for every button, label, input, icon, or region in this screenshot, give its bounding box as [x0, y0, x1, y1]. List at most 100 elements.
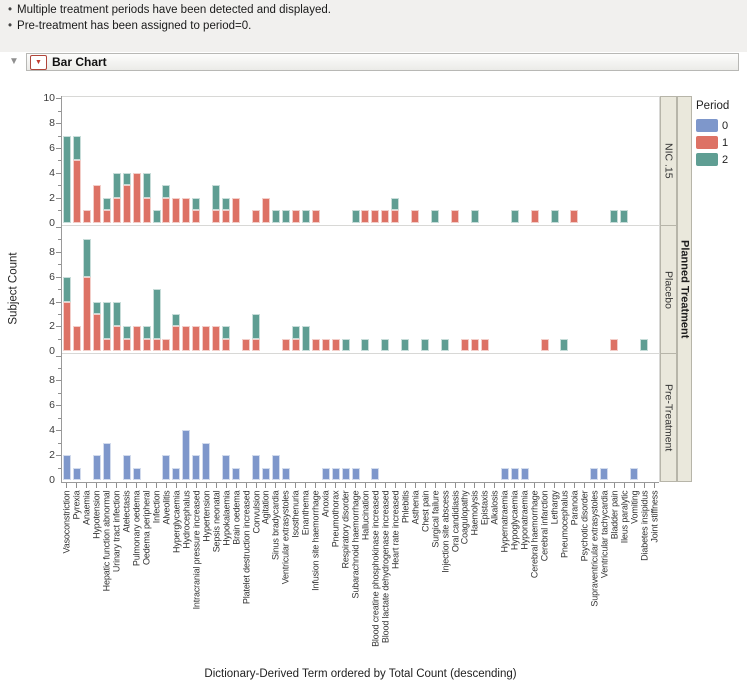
bar-segment[interactable] — [112, 326, 121, 352]
bar-segment[interactable] — [72, 160, 81, 223]
bar-segment[interactable] — [510, 467, 519, 480]
bar-segment[interactable] — [172, 467, 181, 480]
bar-segment[interactable] — [172, 326, 181, 352]
bar-segment[interactable] — [102, 197, 111, 211]
bar-segment[interactable] — [82, 239, 91, 277]
bar-segment[interactable] — [132, 172, 141, 223]
bar-segment[interactable] — [102, 301, 111, 339]
bar-segment[interactable] — [460, 338, 469, 352]
bar-segment[interactable] — [92, 455, 101, 480]
bar-segment[interactable] — [451, 210, 460, 223]
bar-segment[interactable] — [381, 338, 390, 352]
bar-segment[interactable] — [480, 338, 489, 352]
bar-segment[interactable] — [82, 276, 91, 352]
bar-segment[interactable] — [172, 197, 181, 223]
bar-segment[interactable] — [192, 455, 201, 480]
bar-segment[interactable] — [470, 338, 479, 352]
bar-segment[interactable] — [182, 326, 191, 352]
legend-swatch-period-1[interactable] — [696, 136, 718, 149]
bar-segment[interactable] — [222, 326, 231, 339]
bar-segment[interactable] — [92, 301, 101, 314]
bar-segment[interactable] — [72, 135, 81, 161]
bar-segment[interactable] — [311, 338, 320, 352]
bar-segment[interactable] — [301, 210, 310, 223]
bar-segment[interactable] — [261, 197, 270, 223]
bar-segment[interactable] — [132, 467, 141, 480]
legend-swatch-period-0[interactable] — [696, 119, 718, 132]
bar-segment[interactable] — [301, 326, 310, 352]
bar-segment[interactable] — [212, 210, 221, 223]
bar-segment[interactable] — [500, 467, 509, 480]
bar-segment[interactable] — [162, 455, 171, 480]
bar-segment[interactable] — [291, 210, 300, 223]
bar-segment[interactable] — [321, 467, 330, 480]
bar-segment[interactable] — [351, 210, 360, 223]
bar-segment[interactable] — [112, 301, 121, 327]
bar-segment[interactable] — [142, 338, 151, 352]
bar-segment[interactable] — [102, 442, 111, 480]
bar-segment[interactable] — [570, 210, 579, 223]
bar-segment[interactable] — [640, 338, 649, 352]
bar-segment[interactable] — [361, 338, 370, 352]
bar-segment[interactable] — [212, 185, 221, 211]
bar-segment[interactable] — [391, 197, 400, 211]
bar-segment[interactable] — [371, 467, 380, 480]
legend-swatch-period-2[interactable] — [696, 153, 718, 166]
bar-segment[interactable] — [112, 197, 121, 223]
bar-segment[interactable] — [252, 313, 261, 339]
bar-segment[interactable] — [560, 338, 569, 352]
bar-segment[interactable] — [341, 338, 350, 352]
bar-segment[interactable] — [600, 467, 609, 480]
bar-segment[interactable] — [222, 210, 231, 223]
bar-segment[interactable] — [391, 210, 400, 223]
bar-segment[interactable] — [102, 210, 111, 223]
bar-segment[interactable] — [271, 455, 280, 480]
bar-segment[interactable] — [252, 455, 261, 480]
red-triangle-menu-button[interactable]: ▼ — [30, 54, 47, 70]
bar-segment[interactable] — [321, 338, 330, 352]
bar-segment[interactable] — [540, 338, 549, 352]
bar-segment[interactable] — [72, 467, 81, 480]
bar-segment[interactable] — [152, 210, 161, 223]
bar-segment[interactable] — [192, 326, 201, 352]
bar-segment[interactable] — [371, 210, 380, 223]
bar-segment[interactable] — [590, 467, 599, 480]
bar-segment[interactable] — [132, 326, 141, 352]
bar-segment[interactable] — [441, 338, 450, 352]
bar-segment[interactable] — [550, 210, 559, 223]
bar-segment[interactable] — [381, 210, 390, 223]
bar-segment[interactable] — [530, 210, 539, 223]
bar-segment[interactable] — [361, 210, 370, 223]
bar-segment[interactable] — [411, 210, 420, 223]
bar-segment[interactable] — [222, 455, 231, 480]
bar-segment[interactable] — [162, 338, 171, 352]
bar-segment[interactable] — [152, 289, 161, 339]
bar-segment[interactable] — [202, 326, 211, 352]
bar-segment[interactable] — [162, 197, 171, 223]
bar-segment[interactable] — [281, 338, 290, 352]
bar-segment[interactable] — [82, 210, 91, 223]
bar-segment[interactable] — [142, 326, 151, 339]
bar-segment[interactable] — [62, 301, 71, 352]
bar-segment[interactable] — [102, 338, 111, 352]
bar-segment[interactable] — [192, 210, 201, 223]
bar-segment[interactable] — [271, 210, 280, 223]
bar-segment[interactable] — [470, 210, 479, 223]
bar-segment[interactable] — [162, 185, 171, 198]
bar-segment[interactable] — [311, 210, 320, 223]
bar-segment[interactable] — [242, 338, 251, 352]
bar-segment[interactable] — [281, 467, 290, 480]
bar-segment[interactable] — [431, 210, 440, 223]
bar-segment[interactable] — [222, 338, 231, 352]
bar-segment[interactable] — [172, 313, 181, 327]
bar-segment[interactable] — [630, 467, 639, 480]
bar-segment[interactable] — [351, 467, 360, 480]
bar-segment[interactable] — [142, 197, 151, 223]
bar-segment[interactable] — [281, 210, 290, 223]
bar-segment[interactable] — [142, 172, 151, 198]
bar-segment[interactable] — [232, 197, 241, 223]
bar-segment[interactable] — [92, 185, 101, 223]
bar-segment[interactable] — [112, 172, 121, 198]
bar-segment[interactable] — [510, 210, 519, 223]
bar-segment[interactable] — [252, 210, 261, 223]
